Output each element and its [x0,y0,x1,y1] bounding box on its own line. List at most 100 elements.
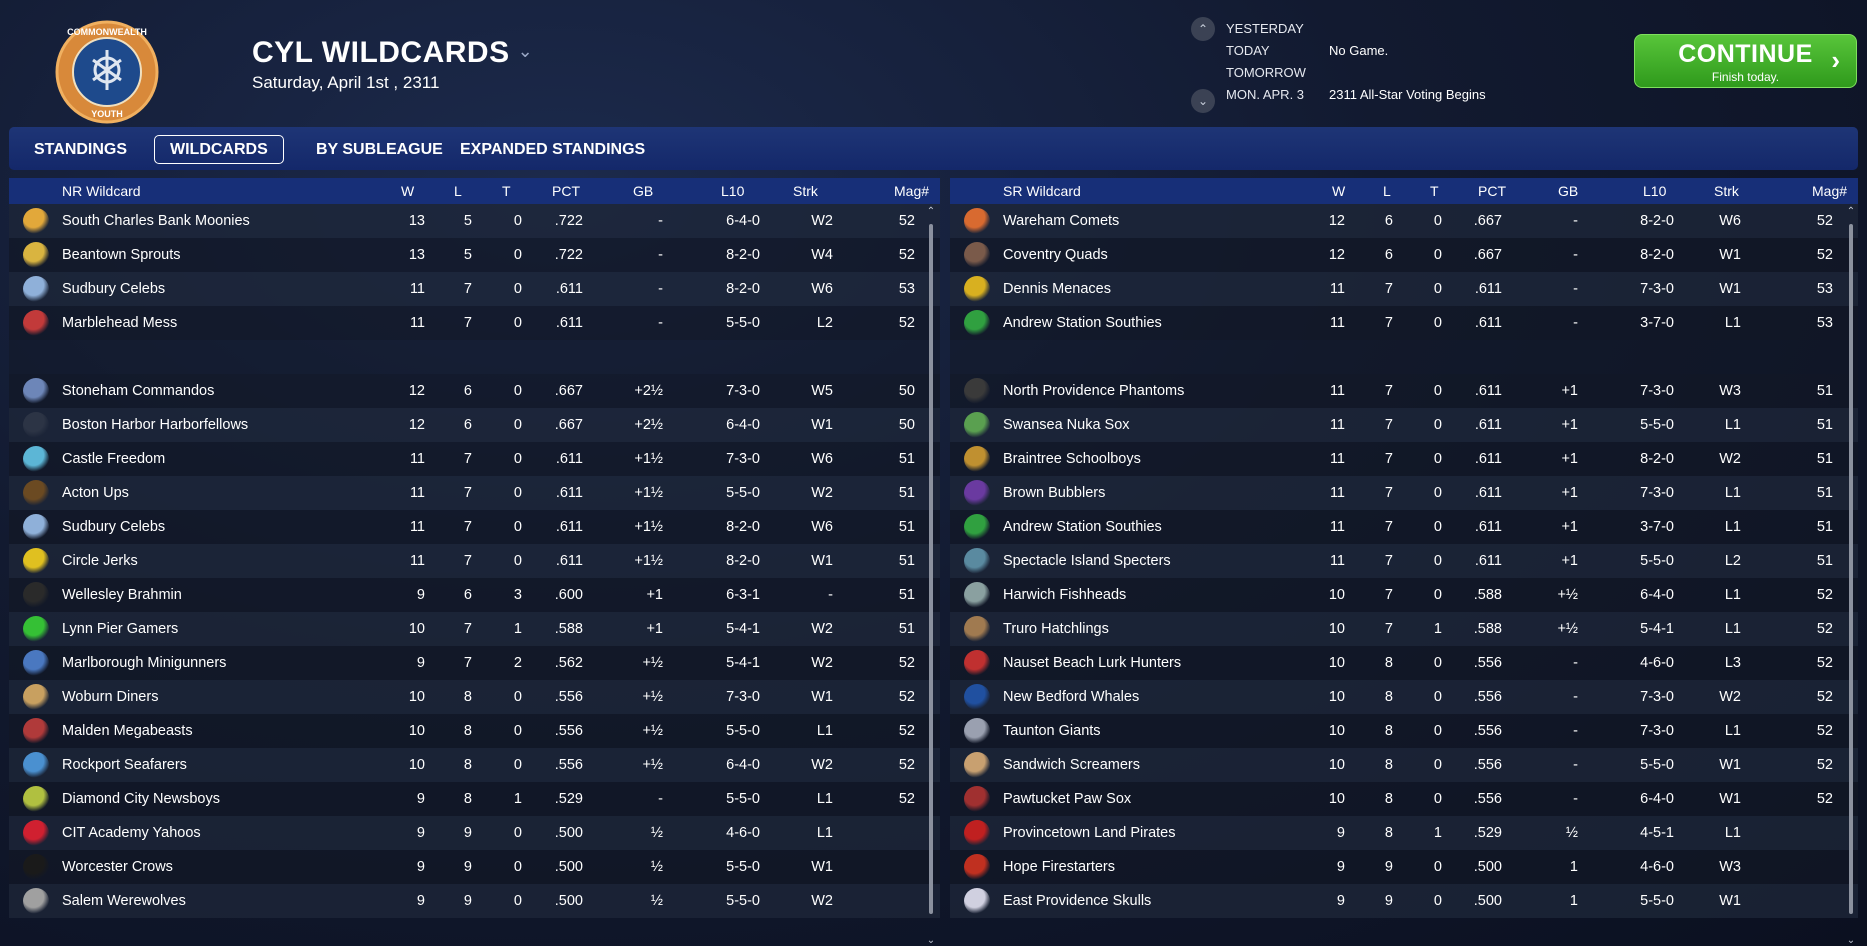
team-name[interactable]: Andrew Station Southies [1003,519,1162,535]
col-header-mag[interactable]: Mag# [1812,183,1848,199]
col-header-t[interactable]: T [1430,183,1439,199]
team-name[interactable]: Worcester Crows [62,859,173,875]
team-name[interactable]: Marblehead Mess [62,315,178,331]
team-name[interactable]: Hope Firestarters [1003,859,1116,875]
table-row[interactable]: Nauset Beach Lurk Hunters 10 8 0 .556 - 4-6-0 L… [950,646,1858,680]
col-header-pct[interactable]: PCT [552,183,580,199]
tab-standings[interactable]: STANDINGS [34,141,128,158]
team-name[interactable]: Braintree Schoolboys [1003,451,1141,467]
team-name[interactable]: Marlborough Minigunners [62,655,227,671]
team-name[interactable]: Malden Megabeasts [62,723,193,739]
team-name[interactable]: Sandwich Screamers [1003,757,1140,773]
table-row[interactable]: Brown Bubblers 11 7 0 .611 +1 7-3-0 L1 51 [950,476,1858,510]
table-row[interactable]: Acton Ups 11 7 0 .611 +1½ 5-5-0 W2 51 [9,476,940,510]
table-row[interactable]: Castle Freedom 11 7 0 .611 +1½ 7-3-0 W6 51 [9,442,940,476]
tab-wildcards[interactable]: WILDCARDS [154,135,284,164]
table-row[interactable]: Swansea Nuka Sox 11 7 0 .611 +1 5-5-0 L1 51 [950,408,1858,442]
table-row[interactable]: Beantown Sprouts 13 5 0 .722 - 8-2-0 W4 52 [9,238,940,272]
table-row[interactable]: Rockport Seafarers 10 8 0 .556 +½ 6-4-0 W2 52 [9,748,940,782]
scroll-up-icon[interactable]: ⌃ [1846,206,1856,217]
table-row[interactable]: Spectacle Island Specters 11 7 0 .611 +1 5-5-0… [950,544,1858,578]
chevron-down-icon[interactable]: ⌄ [517,41,533,61]
continue-button[interactable]: CONTINUE Finish today. › [1634,34,1857,88]
team-name[interactable]: Boston Harbor Harborfellows [62,417,249,433]
table-row[interactable]: Malden Megabeasts 10 8 0 .556 +½ 5-5-0 L1 52 [9,714,940,748]
col-header-strk[interactable]: Strk [1714,183,1739,199]
table-row[interactable]: Lynn Pier Gamers 10 7 1 .588 +1 5-4-1 W2 51 [9,612,940,646]
team-name[interactable]: CIT Academy Yahoos [62,825,201,841]
col-header-l[interactable]: L [1383,183,1391,199]
scrollbar-thumb[interactable] [929,224,933,914]
table-row[interactable]: Wellesley Brahmin 9 6 3 .600 +1 6-3-1 - 51 [9,578,940,612]
table-row[interactable]: Truro Hatchlings 10 7 1 .588 +½ 5-4-1 L1 52 [950,612,1858,646]
team-name[interactable]: Nauset Beach Lurk Hunters [1003,655,1182,671]
col-header-l10[interactable]: L10 [1643,183,1667,199]
table-row[interactable]: Circle Jerks 11 7 0 .611 +1½ 8-2-0 W1 51 [9,544,940,578]
table-row[interactable]: Coventry Quads 12 6 0 .667 - 8-2-0 W1 52 [950,238,1858,272]
table-row[interactable]: Wareham Comets 12 6 0 .667 - 8-2-0 W6 52 [950,204,1858,238]
team-name[interactable]: Truro Hatchlings [1003,621,1109,637]
team-name[interactable]: Spectacle Island Specters [1003,553,1171,569]
table-row[interactable]: Salem Werewolves 9 9 0 .500 ½ 5-5-0 W2 [9,884,940,918]
col-header-w[interactable]: W [1332,183,1346,199]
table-row[interactable]: Dennis Menaces 11 7 0 .611 - 7-3-0 W1 53 [950,272,1858,306]
team-name[interactable]: Sudbury Celebs [62,519,166,535]
scrollbar[interactable]: ⌃ ⌄ [1846,204,1856,946]
table-row[interactable]: Boston Harbor Harborfellows 12 6 0 .667 +2½ 6-… [9,408,940,442]
scroll-down-icon[interactable]: ⌄ [926,935,936,946]
schedule-down-arrow-icon[interactable]: ⌄ [1191,89,1215,113]
team-name[interactable]: Lynn Pier Gamers [62,621,179,637]
scroll-up-icon[interactable]: ⌃ [926,206,936,217]
table-row[interactable]: East Providence Skulls 9 9 0 .500 1 5-5-0 W1 [950,884,1858,918]
schedule-up-arrow-icon[interactable]: ⌃ [1191,17,1215,41]
table-row[interactable]: Marblehead Mess 11 7 0 .611 - 5-5-0 L2 52 [9,306,940,340]
team-name[interactable]: Woburn Diners [62,689,159,705]
table-row[interactable]: Pawtucket Paw Sox 10 8 0 .556 - 6-4-0 W1 52 [950,782,1858,816]
page-title[interactable]: CYL WILDCARDS [252,36,510,69]
team-name[interactable]: Diamond City Newsboys [62,791,220,807]
col-header-l10[interactable]: L10 [721,183,745,199]
table-row[interactable]: Hope Firestarters 9 9 0 .500 1 4-6-0 W3 [950,850,1858,884]
col-header-pct[interactable]: PCT [1478,183,1506,199]
tab-expanded-standings[interactable]: EXPANDED STANDINGS [460,141,646,158]
table-row[interactable]: Marlborough Minigunners 9 7 2 .562 +½ 5-4-1 W2 5… [9,646,940,680]
scroll-down-icon[interactable]: ⌄ [1846,935,1856,946]
team-name[interactable]: Circle Jerks [62,553,138,569]
team-name[interactable]: Beantown Sprouts [62,247,181,263]
table-row[interactable]: Provincetown Land Pirates 9 8 1 .529 ½ 4-5-1 L1 [950,816,1858,850]
team-name[interactable]: Salem Werewolves [62,893,186,909]
team-name[interactable]: Wellesley Brahmin [62,587,182,603]
tab-by-subleague[interactable]: BY SUBLEAGUE [316,141,443,158]
col-header-gb[interactable]: GB [633,183,654,199]
table-row[interactable]: Worcester Crows 9 9 0 .500 ½ 5-5-0 W1 [9,850,940,884]
team-name[interactable]: Taunton Giants [1003,723,1101,739]
team-name[interactable]: Stoneham Commandos [62,383,215,399]
table-row[interactable]: Stoneham Commandos 12 6 0 .667 +2½ 7-3-0 W5 50 [9,374,940,408]
table-row[interactable]: Braintree Schoolboys 11 7 0 .611 +1 8-2-0 W2 51 [950,442,1858,476]
team-name[interactable]: Brown Bubblers [1003,485,1106,501]
team-name[interactable]: Rockport Seafarers [62,757,187,773]
team-name[interactable]: Coventry Quads [1003,247,1108,263]
team-name[interactable]: Wareham Comets [1003,213,1120,229]
table-row[interactable]: New Bedford Whales 10 8 0 .556 - 7-3-0 W2 52 [950,680,1858,714]
team-name[interactable]: Andrew Station Southies [1003,315,1162,331]
table-row[interactable]: Andrew Station Southies 11 7 0 .611 - 3-7-0 L1 5… [950,306,1858,340]
table-row[interactable]: Woburn Diners 10 8 0 .556 +½ 7-3-0 W1 52 [9,680,940,714]
table-row[interactable]: Andrew Station Southies 11 7 0 .611 +1 3-7-0 L1… [950,510,1858,544]
table-row[interactable]: Sudbury Celebs 11 7 0 .611 +1½ 8-2-0 W6 51 [9,510,940,544]
table-row[interactable]: Taunton Giants 10 8 0 .556 - 7-3-0 L1 52 [950,714,1858,748]
table-row[interactable]: South Charles Bank Moonies 13 5 0 .722 - 6-4-0… [9,204,940,238]
col-header-gb[interactable]: GB [1558,183,1579,199]
team-name[interactable]: Swansea Nuka Sox [1003,417,1130,433]
col-header-strk[interactable]: Strk [793,183,818,199]
col-header-team[interactable]: NR Wildcard [62,183,141,199]
team-name[interactable]: North Providence Phantoms [1003,383,1185,399]
scrollbar[interactable]: ⌃ ⌄ [926,204,936,946]
col-header-t[interactable]: T [502,183,511,199]
team-name[interactable]: Castle Freedom [62,451,166,467]
table-row[interactable]: Sudbury Celebs 11 7 0 .611 - 8-2-0 W6 53 [9,272,940,306]
table-row[interactable]: Sandwich Screamers 10 8 0 .556 - 5-5-0 W1 52 [950,748,1858,782]
table-row[interactable]: CIT Academy Yahoos 9 9 0 .500 ½ 4-6-0 L1 [9,816,940,850]
team-name[interactable]: Dennis Menaces [1003,281,1111,297]
team-name[interactable]: Pawtucket Paw Sox [1003,791,1132,807]
